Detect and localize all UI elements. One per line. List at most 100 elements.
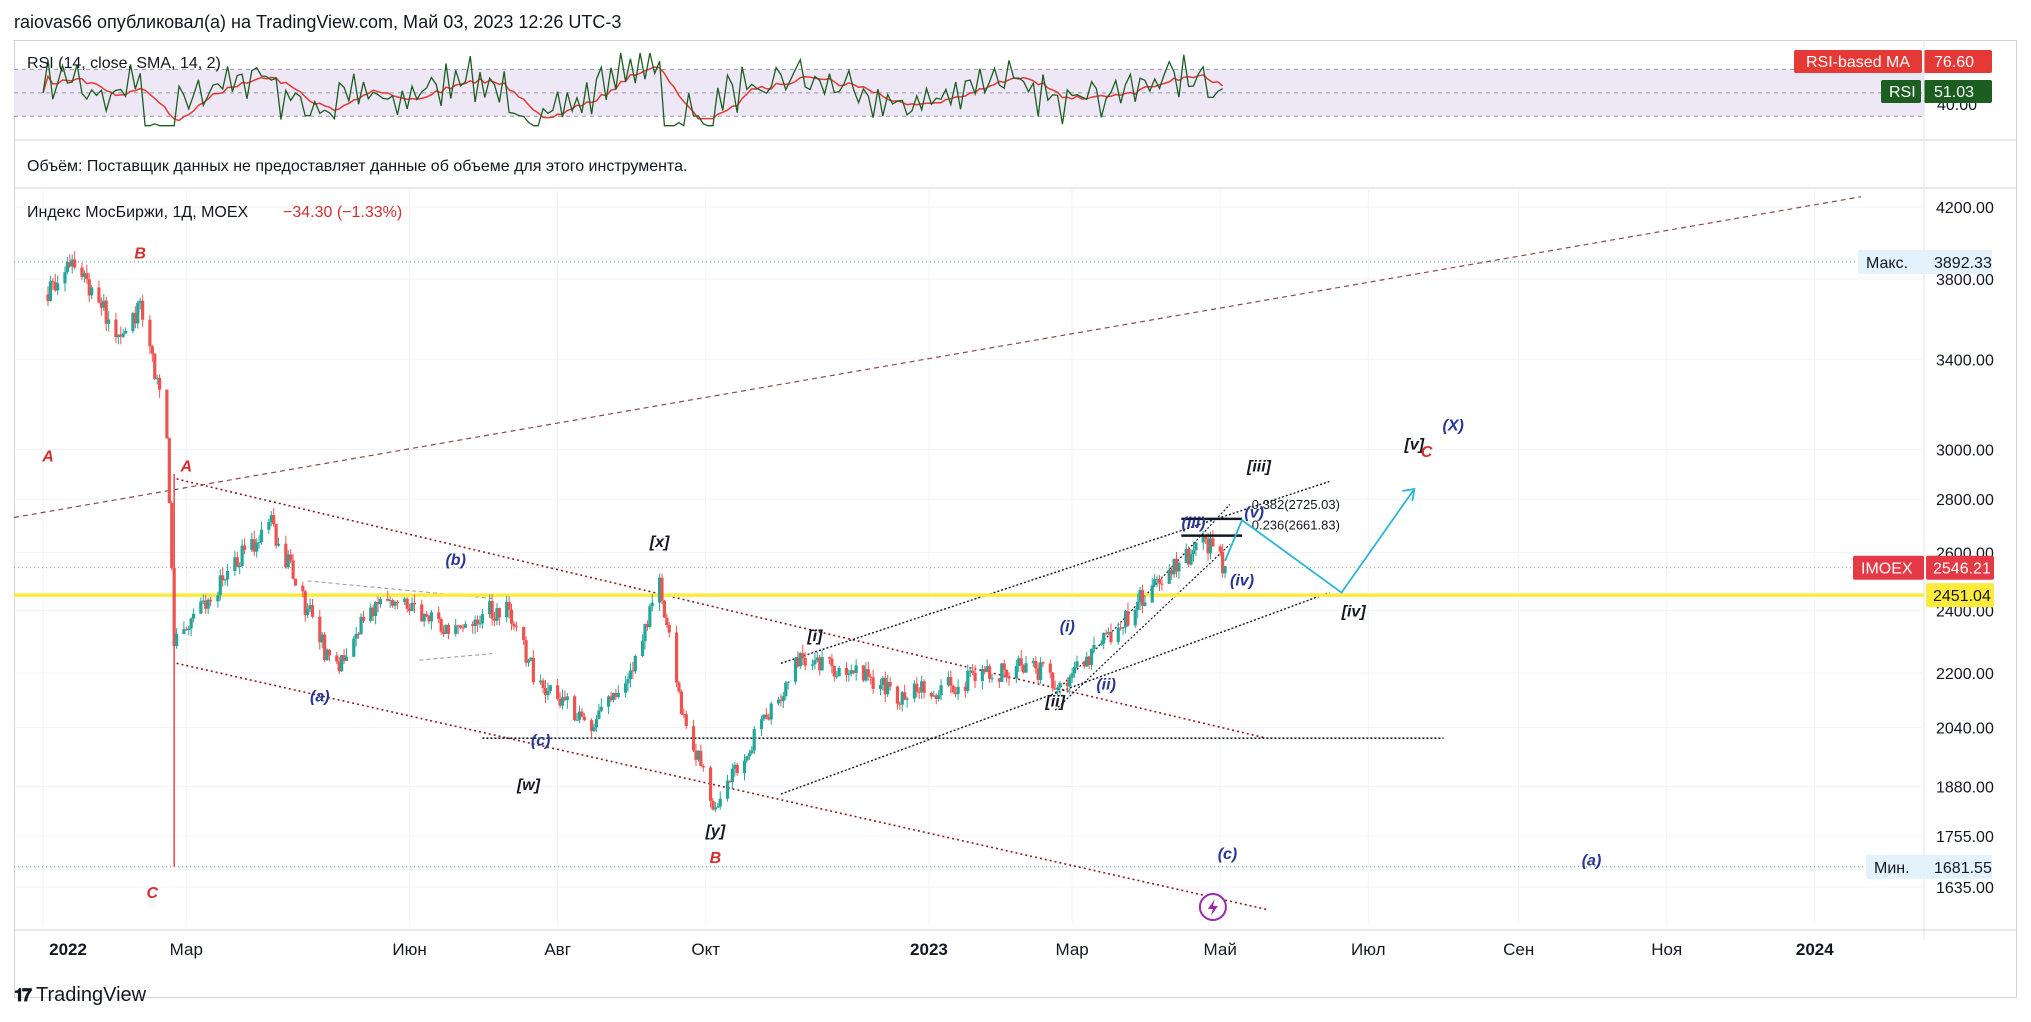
candle-body — [983, 668, 987, 672]
candle-body — [1218, 546, 1222, 552]
candle-body — [104, 300, 108, 324]
candle-body — [68, 262, 72, 267]
fib-382-label: 0.382(2725.03) — [1252, 497, 1340, 512]
candle-body — [80, 267, 84, 277]
candle-body — [735, 764, 739, 774]
candle-body — [99, 302, 103, 308]
candle-body — [626, 679, 630, 684]
lightning-bolt-icon — [1207, 899, 1218, 916]
candle-body — [662, 600, 667, 618]
candle-body — [852, 670, 856, 673]
level-badge-value: 2451.04 — [1933, 588, 1991, 605]
candle-body — [934, 695, 938, 699]
wedge-upper-line — [780, 480, 1330, 664]
candle-body — [903, 692, 907, 700]
min-label-bg — [1866, 854, 1926, 879]
candle-body — [526, 660, 531, 663]
candle-body — [1187, 548, 1191, 565]
candle-body — [136, 302, 140, 324]
candle-body — [475, 619, 480, 625]
candle-body — [784, 682, 788, 697]
candle-body — [1150, 585, 1154, 603]
candle-body — [597, 710, 601, 720]
candle-body — [648, 606, 652, 627]
candle-body — [1068, 677, 1072, 687]
candle-body — [376, 602, 380, 605]
wave-label: [iv] — [1341, 603, 1367, 620]
candle-body — [148, 319, 152, 347]
candle-body — [640, 641, 645, 657]
candle-body — [124, 331, 128, 334]
price-badge-value-bg — [1926, 555, 1994, 580]
wave-label: [x] — [649, 534, 670, 551]
candle-body — [391, 600, 395, 606]
candle-body — [677, 682, 681, 692]
chart-frame — [14, 40, 2017, 998]
candle-body — [354, 633, 358, 639]
x-tick-label: Мар — [1056, 940, 1089, 959]
candle-body — [1092, 644, 1096, 650]
candle-body — [514, 626, 518, 628]
candle-body — [412, 602, 417, 605]
x-tick-label: Июн — [392, 940, 426, 959]
main-title: Индекс МосБиржи, 1Д, MOEX — [27, 204, 249, 221]
rsi-badge-value-bg — [1924, 80, 1992, 103]
y-tick-label: 2800.00 — [1936, 492, 1994, 509]
candle-body — [560, 697, 565, 706]
candle-body — [844, 667, 849, 675]
max-value: 3892.33 — [1934, 255, 1992, 272]
candle-body — [611, 693, 616, 700]
candle-body — [747, 753, 751, 757]
candle-body — [990, 678, 994, 680]
candle-body — [97, 287, 101, 303]
wave-label: C — [1421, 444, 1433, 461]
channel-upper-line — [176, 478, 1267, 739]
wave-label: [w] — [516, 777, 541, 794]
tradingview-logo-icon[interactable]: 𝟏𝟕 — [14, 985, 32, 1005]
x-tick-label: Май — [1204, 940, 1237, 959]
candles — [46, 251, 1227, 813]
candle-body — [291, 560, 295, 579]
candle-body — [1099, 643, 1103, 645]
wave-label: C — [147, 885, 159, 902]
candle-body — [869, 676, 873, 678]
candle-body — [53, 282, 57, 291]
candle-body — [218, 575, 222, 596]
wave-label: [i] — [806, 628, 823, 645]
x-tick-label: Ноя — [1651, 940, 1682, 959]
candle-body — [813, 660, 817, 665]
y-tick-label: 3800.00 — [1936, 272, 1994, 289]
candle-body — [582, 716, 586, 721]
candle-body — [320, 634, 324, 643]
rsi-ma-line — [42, 66, 1224, 122]
wave-label: A — [180, 458, 193, 475]
candle-body — [46, 294, 50, 301]
candle-body — [1160, 583, 1164, 585]
candle-body — [815, 657, 819, 661]
candle-body — [405, 598, 409, 609]
candle-body — [1172, 558, 1176, 575]
candle-body — [716, 806, 720, 808]
candle-body — [786, 681, 790, 683]
candle-body — [878, 684, 883, 689]
candle-body — [1082, 661, 1086, 667]
candle-body — [233, 557, 237, 571]
wave-label: (b) — [445, 552, 465, 569]
candle-body — [357, 633, 361, 635]
footer-brand[interactable]: TradingView — [36, 984, 147, 1006]
sub-wedge-lower — [1054, 543, 1231, 711]
candle-body — [1102, 632, 1106, 644]
candle-body — [63, 272, 67, 284]
candle-body — [82, 273, 86, 277]
candle-body — [87, 279, 91, 296]
candle-body — [206, 599, 210, 609]
candle-body — [458, 625, 463, 628]
candle-body — [803, 657, 807, 666]
candle-body — [121, 333, 125, 337]
candle-body — [276, 543, 281, 546]
candle-body — [541, 680, 545, 688]
candle-body — [628, 670, 633, 680]
candle-body — [592, 727, 596, 732]
candle-body — [830, 658, 834, 666]
